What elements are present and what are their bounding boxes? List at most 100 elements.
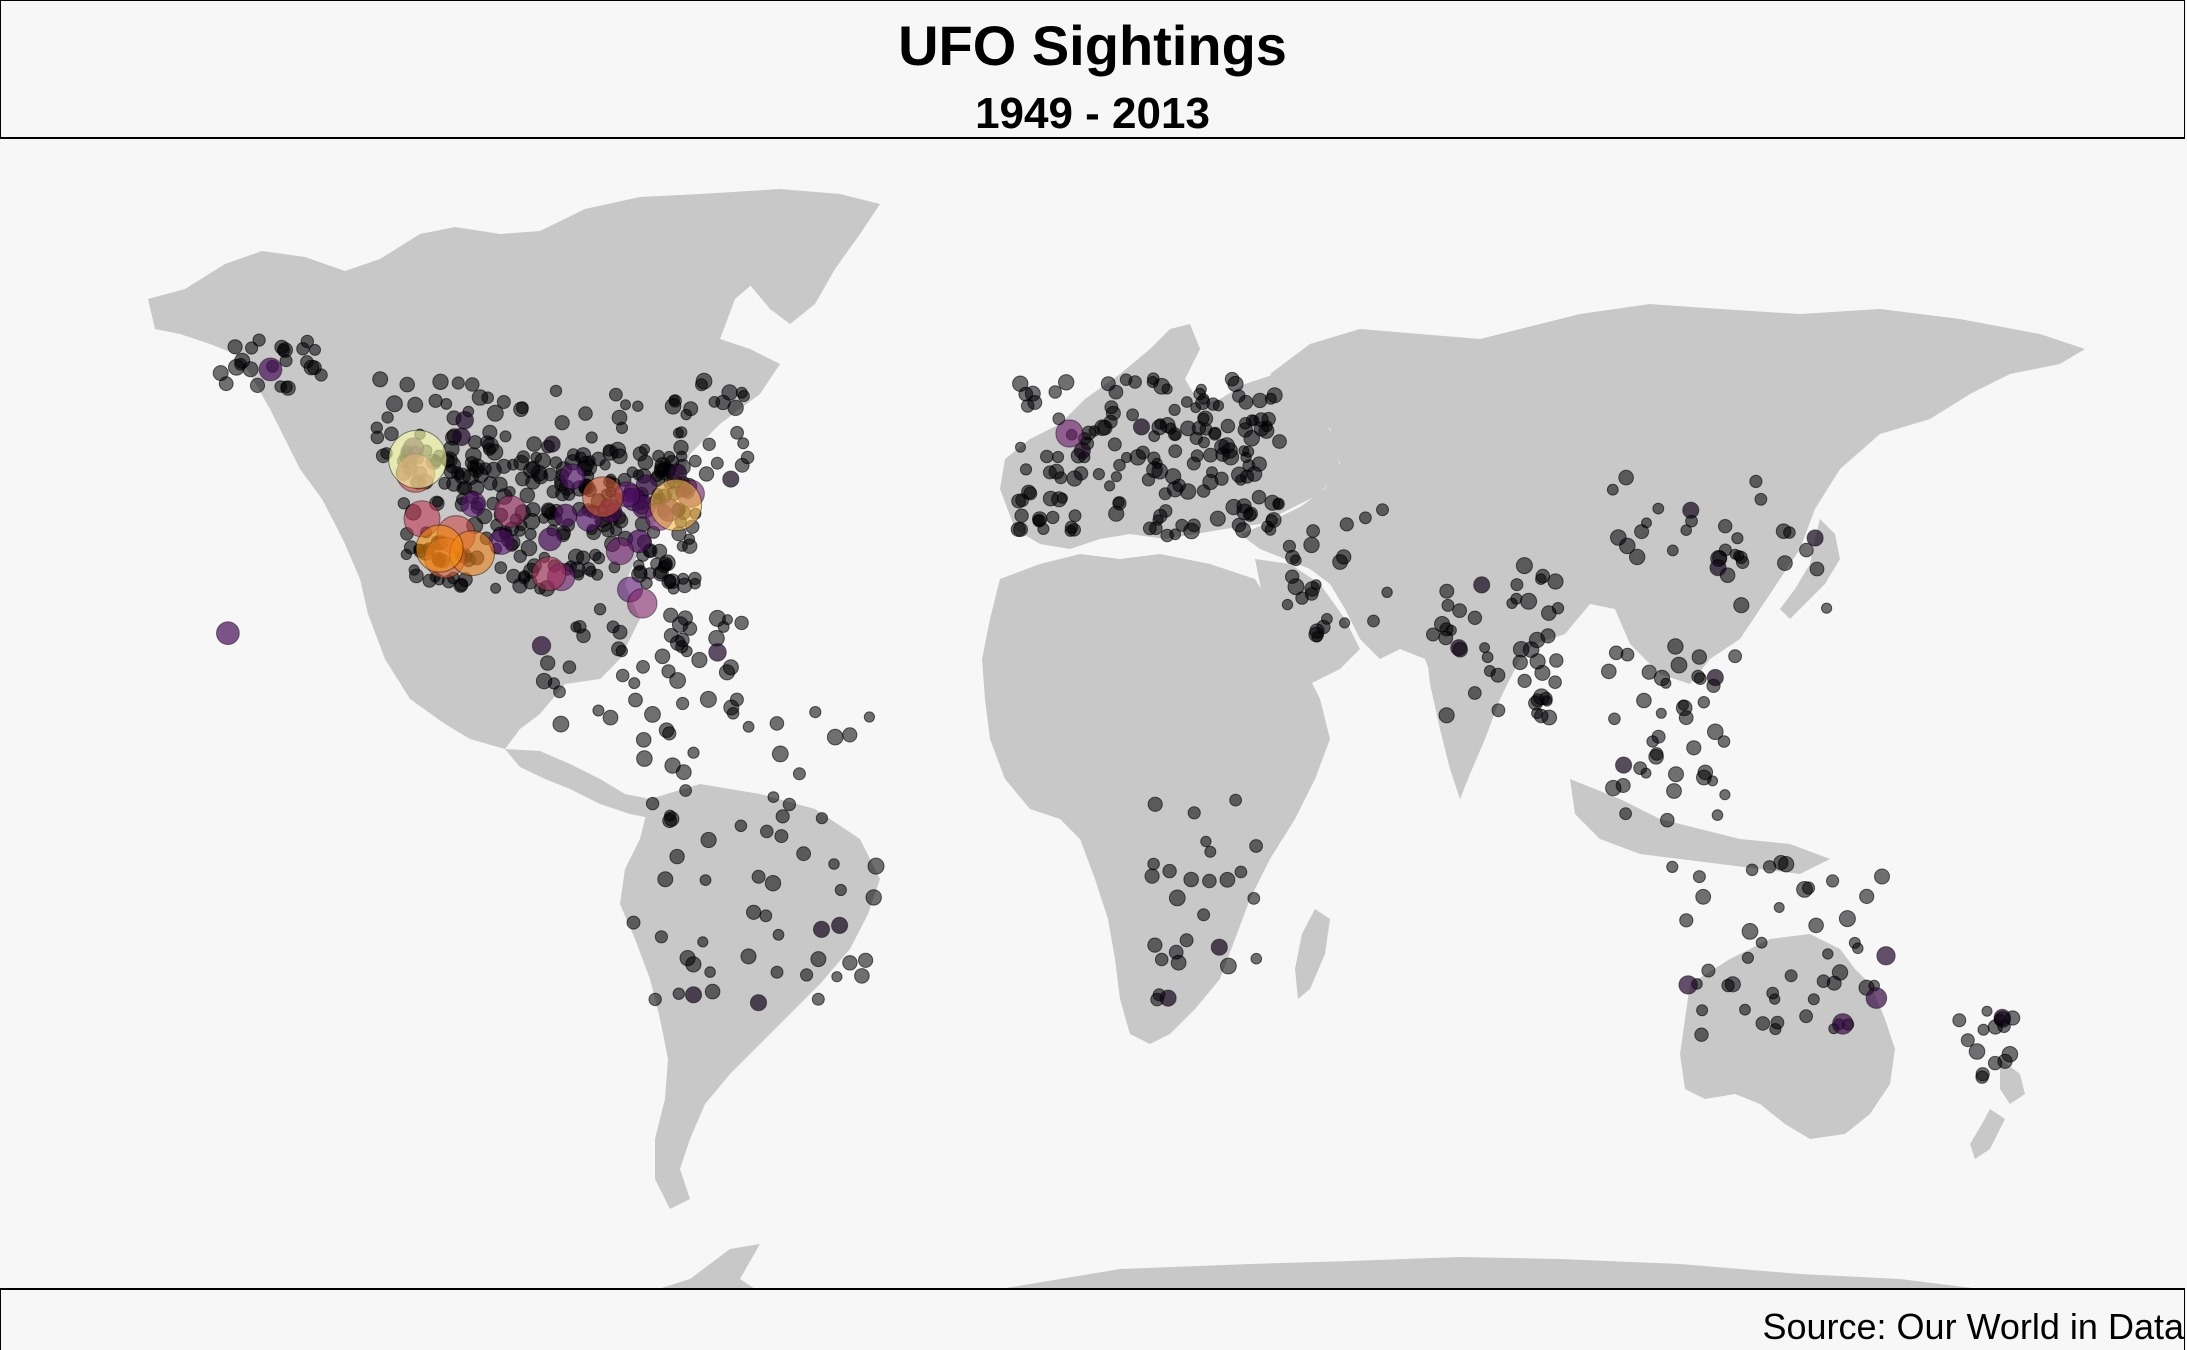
sighting-point-minor xyxy=(1822,948,1834,960)
sighting-point-minor xyxy=(1701,963,1716,978)
sighting-point-minor xyxy=(381,411,394,424)
sighting-point xyxy=(494,495,527,528)
sighting-point-minor xyxy=(1601,663,1617,680)
footer-panel: Source: Our World in Data xyxy=(0,1288,2185,1350)
sighting-point-minor xyxy=(307,360,322,376)
sighting-point-minor xyxy=(440,398,453,410)
sighting-point-minor xyxy=(1265,512,1282,528)
sighting-point-minor xyxy=(1610,529,1627,546)
sighting-point-minor xyxy=(1733,597,1750,614)
sighting-point xyxy=(1865,987,1888,1009)
sighting-point-minor xyxy=(628,692,643,708)
sighting-point-minor xyxy=(600,523,615,538)
sighting-point-minor xyxy=(252,333,266,347)
sighting-point-minor xyxy=(695,372,713,390)
sighting-point-minor xyxy=(1520,592,1538,610)
sighting-point-minor xyxy=(1678,710,1694,726)
sighting-point-minor xyxy=(1547,573,1564,590)
sighting-point-minor xyxy=(372,371,389,388)
sighting-point xyxy=(1473,576,1491,594)
sighting-point-minor xyxy=(1667,638,1684,655)
sighting-point-minor xyxy=(606,620,620,634)
sighting-point xyxy=(1450,639,1468,657)
sighting-point-minor xyxy=(1359,511,1372,525)
sighting-point-minor xyxy=(384,426,399,442)
sighting-point-minor xyxy=(540,655,556,671)
sighting-point xyxy=(1159,989,1177,1007)
sighting-point-minor xyxy=(1168,444,1183,459)
sighting-point-minor xyxy=(468,435,483,450)
sighting-point-minor xyxy=(1154,952,1169,967)
southeast-asia-islands xyxy=(1570,779,1830,874)
sighting-point-minor xyxy=(746,904,762,920)
sighting-point xyxy=(708,643,727,662)
sighting-point-minor xyxy=(664,757,681,774)
sighting-point-minor xyxy=(432,373,449,391)
sighting-point-minor xyxy=(1522,641,1540,658)
sighting-point-minor xyxy=(1169,528,1182,541)
sighting-point-minor xyxy=(663,450,676,463)
sighting-point-minor xyxy=(1755,936,1768,949)
sighting-point-minor xyxy=(1680,524,1692,537)
sighting-point-minor xyxy=(1608,712,1621,726)
sighting-point-minor xyxy=(1180,420,1196,437)
sighting-point-minor xyxy=(1606,483,1619,496)
sighting-point-minor xyxy=(1046,510,1060,525)
sighting-point-minor xyxy=(635,732,652,748)
sighting-point-minor xyxy=(1019,463,1033,476)
sighting-point-minor xyxy=(1799,542,1814,558)
sighting-point-minor xyxy=(1506,597,1518,609)
sighting-point-minor xyxy=(1247,892,1261,905)
sighting-point-minor xyxy=(772,928,785,941)
sighting-point-minor xyxy=(1066,470,1083,487)
sighting-point-minor xyxy=(664,573,681,590)
sighting-point-minor xyxy=(1272,434,1287,449)
header-panel: UFO Sightings 1949 - 2013 xyxy=(0,0,2185,139)
sighting-point-minor xyxy=(1166,481,1184,498)
sighting-point-minor xyxy=(657,871,674,888)
sighting-point-minor xyxy=(648,992,662,1007)
sighting-point-minor xyxy=(1058,374,1075,391)
sighting-point-minor xyxy=(831,971,843,983)
sighting-point-minor xyxy=(1195,395,1211,411)
sighting-point-minor xyxy=(792,767,806,781)
sighting-point-minor xyxy=(1027,395,1043,410)
sighting-point-minor xyxy=(1960,1033,1975,1048)
sighting-point-minor xyxy=(1381,586,1393,598)
sighting-point-minor xyxy=(1206,466,1218,479)
sighting-point-minor xyxy=(1104,400,1119,415)
sighting-point-minor xyxy=(1773,902,1785,913)
page-title: UFO Sightings xyxy=(898,14,1287,77)
sighting-point-minor xyxy=(1646,735,1659,748)
sighting-point-minor xyxy=(865,889,882,906)
sighting-point-minor xyxy=(385,395,403,413)
sighting-point-minor xyxy=(663,607,679,623)
sighting-point-minor xyxy=(1739,1003,1751,1016)
sighting-point-minor xyxy=(570,621,582,633)
sighting-point-minor xyxy=(562,660,577,675)
sighting-point-minor xyxy=(516,450,531,464)
sighting-point-minor xyxy=(638,443,651,455)
sighting-point xyxy=(258,357,283,382)
sighting-point-minor xyxy=(1197,410,1214,427)
sighting-point-minor xyxy=(751,869,766,884)
sighting-point-minor xyxy=(842,955,858,971)
sighting-point-minor xyxy=(1367,614,1380,628)
sighting-point-minor xyxy=(1209,510,1226,527)
sighting-point-minor xyxy=(1693,672,1707,685)
land-layer xyxy=(148,189,2085,1289)
sighting-point-minor xyxy=(490,582,502,594)
sighting-point-minor xyxy=(422,573,437,588)
sighting-point-minor xyxy=(1037,522,1050,535)
sighting-point-minor xyxy=(1718,519,1733,534)
sighting-point-minor xyxy=(300,334,314,349)
sighting-point-minor xyxy=(1147,937,1163,953)
sighting-point-minor xyxy=(1510,578,1524,592)
sighting-point-minor xyxy=(1749,474,1763,488)
sighting-point-minor xyxy=(764,875,782,892)
sighting-point-minor xyxy=(453,469,466,481)
sighting-point-minor xyxy=(1281,598,1294,611)
sighting-point-minor xyxy=(771,745,789,763)
sighting-point-minor xyxy=(1826,874,1840,888)
sighting-point-minor xyxy=(1620,647,1635,662)
